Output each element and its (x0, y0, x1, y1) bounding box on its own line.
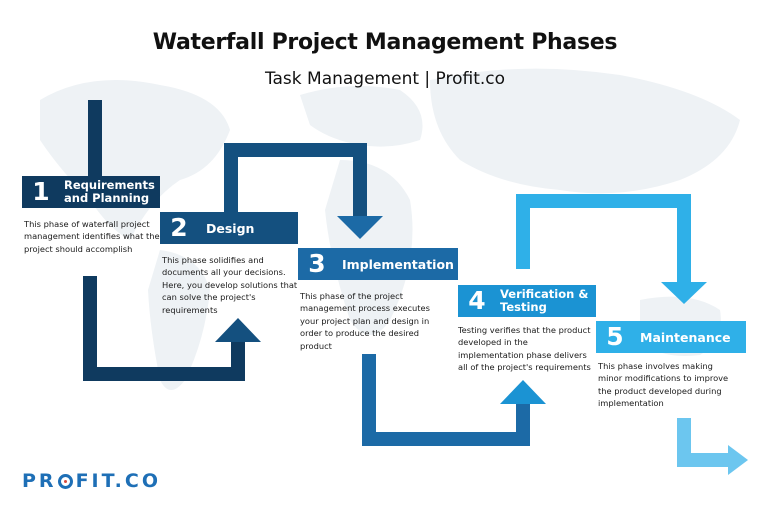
flow-arrow-1 (83, 100, 261, 381)
profitco-logo: PR FIT.CO (22, 470, 161, 492)
phase-2-label: Design (206, 220, 255, 236)
phase-1-description: This phase of waterfall project manageme… (24, 219, 160, 254)
phase-2-header: 2 Design (160, 212, 298, 244)
flow-arrow-3 (362, 354, 546, 446)
logo-text-prefix: PR (22, 470, 57, 492)
flow-arrow-end (677, 418, 748, 475)
phase-5-header: 5 Maintenance (596, 321, 746, 353)
phase-2-number: 2 (170, 213, 188, 242)
phase-1-header: 1 Requirements and Planning (22, 176, 160, 208)
world-map-background (40, 68, 740, 390)
logo-o-icon (57, 473, 73, 489)
phase-4-header: 4 Verification & Testing (458, 285, 596, 317)
phase-4-label: Verification & Testing (500, 287, 589, 314)
logo-text-suffix: FIT.CO (75, 470, 161, 492)
phase-1-number: 1 (32, 177, 50, 206)
phase-3-header: 3 Implementation (298, 248, 458, 280)
flow-arrow-2 (224, 143, 383, 239)
phase-5-description: This phase involves making minor modific… (598, 361, 729, 409)
phase-2-description: This phase solidifies and documents all … (162, 255, 298, 315)
phase-5-label: Maintenance (640, 329, 731, 345)
page-title: Waterfall Project Management Phases (152, 30, 618, 55)
phase-4-description: Testing verifies that the product develo… (458, 325, 591, 373)
phase-3-number: 3 (308, 249, 326, 278)
phase-5-number: 5 (606, 322, 624, 351)
phase-4-number: 4 (468, 286, 486, 315)
phase-1-label: Requirements and Planning (64, 178, 155, 205)
phase-3-description: This phase of the project management pro… (300, 291, 430, 351)
page-subtitle: Task Management | Profit.co (264, 69, 506, 89)
phase-3-label: Implementation (342, 256, 454, 272)
flow-arrow-4 (516, 194, 707, 304)
